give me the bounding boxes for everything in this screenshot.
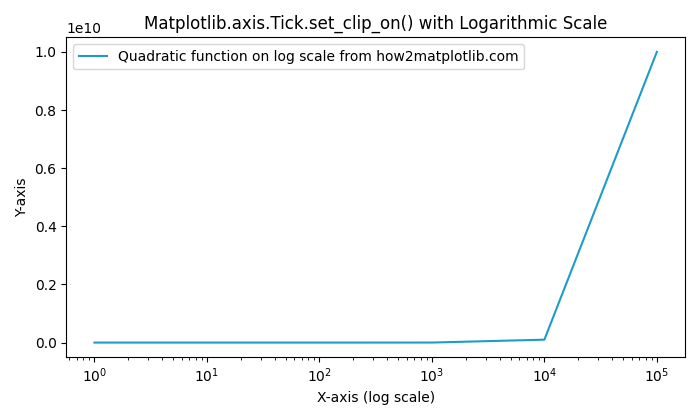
Quadratic function on log scale from how2matplotlib.com [315, 340, 323, 345]
Y-axis label: Y-axis: Y-axis [15, 178, 29, 217]
Quadratic function on log scale from how2matplotlib.com [428, 340, 436, 345]
Title: Matplotlib.axis.Tick.set_clip_on() with Logarithmic Scale: Matplotlib.axis.Tick.set_clip_on() with … [144, 15, 608, 33]
Quadratic function on log scale from how2matplotlib.com [203, 340, 211, 345]
Quadratic function on log scale from how2matplotlib.com [540, 337, 549, 342]
Legend: Quadratic function on log scale from how2matplotlib.com: Quadratic function on log scale from how… [74, 44, 524, 69]
X-axis label: X-axis (log scale): X-axis (log scale) [316, 391, 435, 405]
Line: Quadratic function on log scale from how2matplotlib.com: Quadratic function on log scale from how… [94, 52, 657, 343]
Quadratic function on log scale from how2matplotlib.com [90, 340, 99, 345]
Quadratic function on log scale from how2matplotlib.com [652, 49, 661, 54]
